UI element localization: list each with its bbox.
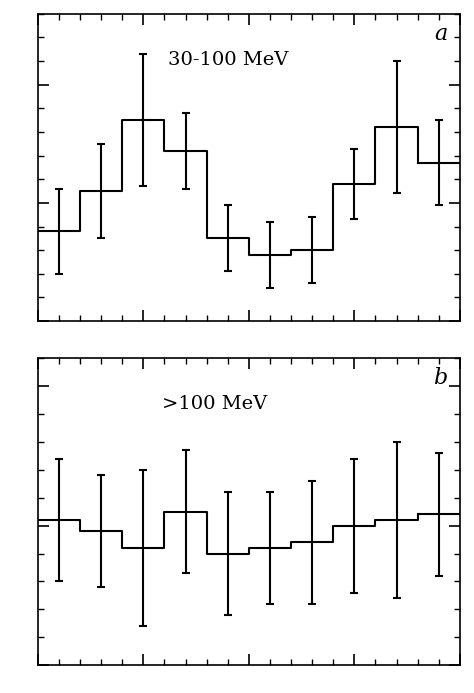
Text: 30-100 MeV: 30-100 MeV bbox=[168, 51, 288, 69]
Text: b: b bbox=[433, 367, 447, 389]
Text: a: a bbox=[434, 23, 447, 45]
Text: >100 MeV: >100 MeV bbox=[163, 395, 268, 413]
